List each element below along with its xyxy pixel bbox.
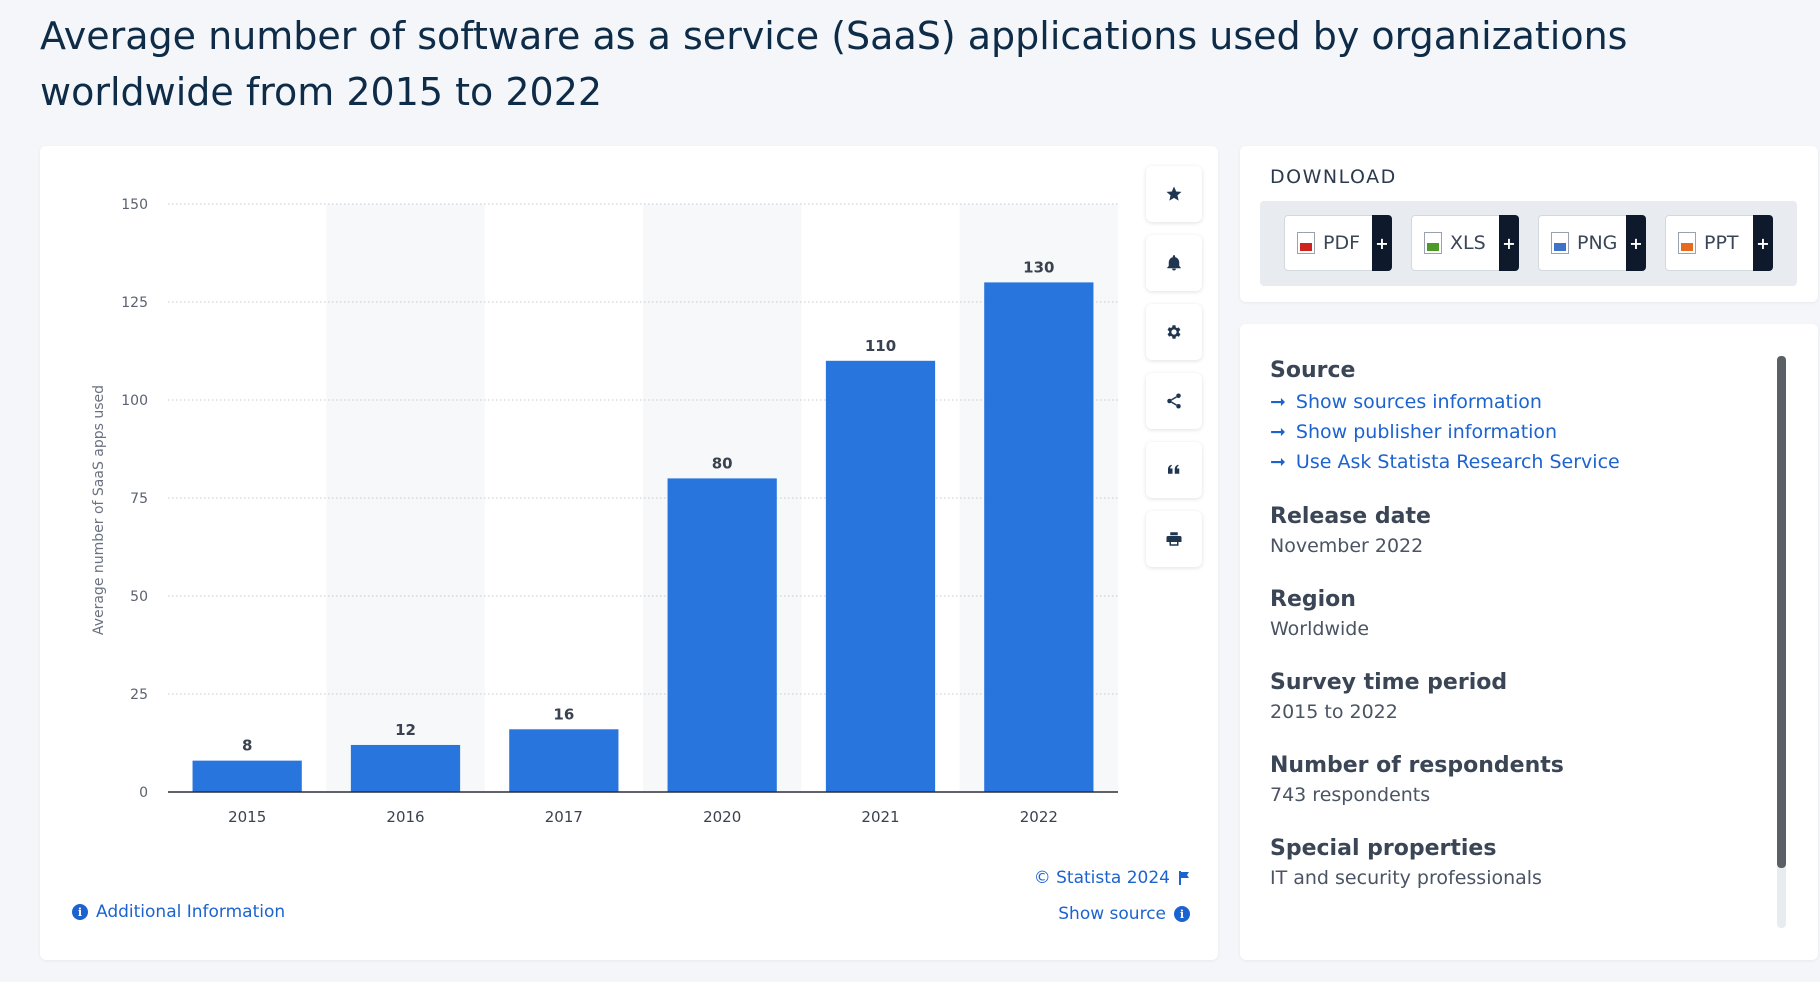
region-section: Region Worldwide [1270,587,1369,640]
download-tray: PDF + XLS + PNG + PPT + [1260,201,1797,286]
download-title: DOWNLOAD [1270,166,1397,188]
copyright-text: © Statista 2024 [1033,868,1170,888]
y-tick-label: 100 [121,393,148,409]
cite-button[interactable] [1146,442,1202,498]
bar [825,360,936,792]
show-sources-link[interactable]: ➞ Show sources information [1270,391,1620,413]
print-icon [1166,532,1182,546]
show-source-text: Show source [1058,904,1166,924]
info-icon: i [1174,906,1190,922]
survey-period-heading: Survey time period [1270,670,1508,695]
bell-icon [1167,255,1181,271]
print-button[interactable] [1146,511,1202,567]
favorite-button[interactable] [1146,166,1202,222]
bar-value-label: 80 [712,454,733,472]
download-png-button[interactable]: PNG + [1538,215,1646,271]
ask-statista-link[interactable]: ➞ Use Ask Statista Research Service [1270,451,1620,473]
bar-value-label: 8 [242,737,252,755]
special-properties-heading: Special properties [1270,836,1497,861]
survey-period-value: 2015 to 2022 [1270,701,1398,723]
bar [192,760,302,792]
release-date-section: Release date November 2022 [1270,504,1431,557]
download-pdf-label: PDF [1323,232,1361,254]
download-xls-label: XLS [1450,232,1486,254]
source-section: Source ➞ Show sources information ➞ Show p… [1270,358,1620,473]
chart-card: 0 25 50 75 100 125 150 8 2015 12 2016 16 2017 80 2020 1… [40,146,1218,960]
notification-button[interactable] [1146,235,1202,291]
x-tick-label: 2016 [386,808,424,826]
survey-period-section: Survey time period 2015 to 2022 [1270,670,1507,723]
y-tick-label: 0 [139,785,148,801]
y-tick-label: 25 [130,687,148,703]
release-date-heading: Release date [1270,504,1431,529]
bar-value-label: 16 [553,705,574,723]
bar-value-label: 12 [395,721,416,739]
y-tick-label: 150 [121,197,148,213]
arrow-right-icon: ➞ [1270,451,1286,473]
info-scrollbar-thumb[interactable] [1777,356,1786,868]
bar-value-label: 110 [865,337,896,355]
download-pdf-button[interactable]: PDF + [1284,215,1392,271]
x-tick-label: 2021 [861,808,899,826]
x-tick-label: 2017 [545,808,583,826]
bar-value-label: 130 [1023,258,1054,276]
download-xls-button[interactable]: XLS + [1411,215,1519,271]
info-card: Source ➞ Show sources information ➞ Show p… [1240,324,1818,960]
page-title: Average number of software as a service … [40,14,1628,114]
respondents-value: 743 respondents [1270,784,1431,806]
gear-icon [1167,325,1181,339]
respondents-heading: Number of respondents [1270,753,1564,778]
settings-button[interactable] [1146,304,1202,360]
download-png-label: PNG [1577,232,1618,254]
bar [667,478,777,792]
bar [984,282,1094,792]
share-button[interactable] [1146,373,1202,429]
x-tick-label: 2020 [703,808,741,826]
download-pdf-plus[interactable]: + [1372,215,1392,271]
ppt-file-icon [1678,232,1696,254]
region-value: Worldwide [1270,618,1370,640]
y-tick-label: 50 [130,589,148,605]
show-source-link[interactable]: Show source i [1058,904,1190,924]
y-axis-label: Average number of SaaS apps used [91,385,107,635]
x-tick-label: 2015 [228,808,266,826]
bar [350,744,461,792]
release-date-value: November 2022 [1270,535,1424,557]
pdf-file-icon [1297,232,1315,254]
arrow-right-icon: ➞ [1270,421,1286,443]
xls-file-icon [1424,232,1442,254]
respondents-section: Number of respondents 743 respondents [1270,753,1564,806]
y-tick-label: 75 [130,491,148,507]
show-publisher-text: Show publisher information [1295,421,1558,443]
show-publisher-link[interactable]: ➞ Show publisher information [1270,421,1620,443]
info-icon: i [72,904,88,920]
bar-chart: 0 25 50 75 100 125 150 8 2015 12 2016 16 2017 80 2020 1… [91,197,1118,826]
star-icon [1166,186,1182,201]
additional-information-link[interactable]: i Additional Information [72,902,285,922]
y-tick-label: 125 [121,295,148,311]
region-heading: Region [1270,587,1356,612]
ask-statista-text: Use Ask Statista Research Service [1295,451,1620,473]
source-heading: Source [1270,358,1356,383]
arrow-right-icon: ➞ [1270,391,1286,413]
copyright-link[interactable]: © Statista 2024 [1034,868,1190,888]
share-icon [1167,393,1181,409]
download-ppt-label: PPT [1704,232,1739,254]
png-file-icon [1551,232,1569,254]
flag-icon [1179,871,1189,885]
quote-icon [1168,464,1180,474]
additional-information-text: Additional Information [96,902,286,922]
special-properties-value: IT and security professionals [1270,867,1542,889]
download-png-plus[interactable]: + [1626,215,1646,271]
download-ppt-button[interactable]: PPT + [1665,215,1773,271]
download-ppt-plus[interactable]: + [1753,215,1773,271]
special-properties-section: Special properties IT and security profe… [1270,836,1542,889]
download-card: DOWNLOAD PDF + XLS + PNG + PPT + [1240,146,1818,302]
download-xls-plus[interactable]: + [1499,215,1519,271]
show-sources-text: Show sources information [1295,391,1542,413]
bar [509,729,619,792]
x-tick-label: 2022 [1020,808,1058,826]
info-scrollbar[interactable] [1777,356,1786,928]
